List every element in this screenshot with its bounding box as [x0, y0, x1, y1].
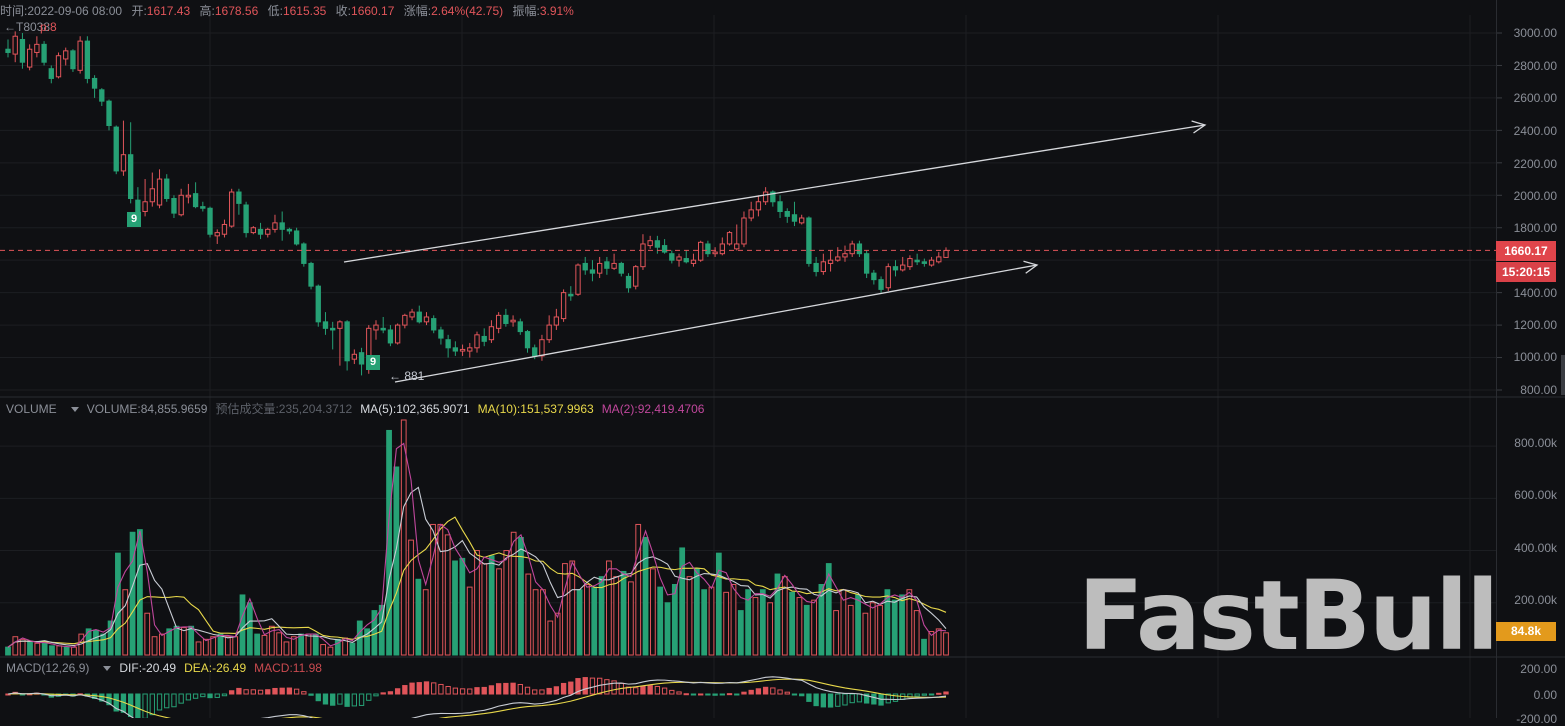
indicator-legend-red: p:8: [40, 20, 57, 34]
right-axis-divider: [1496, 0, 1497, 718]
fastbull-watermark-logo: FastBull: [1078, 560, 1499, 672]
td-sequential-badge: 9: [127, 212, 141, 227]
price-tick: 800.00: [1520, 383, 1557, 397]
overlay-indicator-legend[interactable]: ←T8038p:8: [4, 20, 57, 34]
price-tick: 2800.00: [1513, 59, 1557, 73]
ohlc-info-bar: 时间:2022-09-06 08:00 开:1617.43 高:1678.56 …: [0, 2, 580, 19]
volume-ma10: MA(10):151,537.9963: [477, 402, 594, 416]
macd-histogram-value: MACD:11.98: [254, 661, 322, 675]
volume-ma5: MA(5):102,365.9071: [360, 402, 470, 416]
change-field: 涨幅:2.64%(42.75): [403, 4, 504, 18]
low-price-marker: ← 881: [389, 369, 425, 383]
current-volume-tag: 84.8k: [1496, 622, 1556, 641]
macd-indicator-name[interactable]: MACD(12,26,9): [6, 661, 90, 675]
macd-tick: -200.00: [1516, 712, 1557, 726]
price-tick: 1800.00: [1513, 221, 1557, 235]
volume-tick: 400.00k: [1514, 541, 1557, 555]
price-tick: 1400.00: [1513, 286, 1557, 300]
close-field: 收:1660.17: [335, 4, 395, 18]
time-field: 时间:2022-09-06 08:00: [0, 4, 123, 18]
macd-dif: DIF:-20.49: [119, 661, 177, 675]
volume-ma2: MA(2):92,419.4706: [601, 402, 705, 416]
macd-legend: MACD(12,26,9) DIF:-20.49 DEA:-26.49 MACD:11…: [6, 661, 330, 675]
macd-tick: 0.00: [1533, 688, 1557, 702]
amplitude-field: 振幅:3.91%: [512, 4, 574, 18]
price-tick: 2400.00: [1513, 124, 1557, 138]
chevron-down-icon[interactable]: [103, 666, 112, 672]
price-tick: 2600.00: [1513, 91, 1557, 105]
macd-dea: DEA:-26.49: [184, 661, 247, 675]
price-tick: 2000.00: [1513, 189, 1557, 203]
price-tick: 2200.00: [1513, 157, 1557, 171]
macd-tick: 200.00: [1520, 662, 1557, 676]
volume-indicator-name[interactable]: VOLUME: [6, 402, 57, 416]
chevron-down-icon[interactable]: [70, 407, 79, 413]
volume-tick: 200.00k: [1514, 593, 1557, 607]
current-price-tag: 1660.17: [1496, 241, 1556, 261]
high-field: 高:1678.56: [199, 4, 259, 18]
indicator-legend-gray: ←T8038: [4, 20, 51, 34]
open-field: 开:1617.43: [131, 4, 191, 18]
volume-tick: 600.00k: [1514, 488, 1557, 502]
price-tick: 1200.00: [1513, 318, 1557, 332]
estimated-volume: 预估成交量:235,204.3712: [215, 402, 353, 416]
volume-tick: 800.00k: [1514, 436, 1557, 450]
low-field: 低:1615.35: [267, 4, 327, 18]
price-tick: 1000.00: [1513, 350, 1557, 364]
axis-scroll-handle[interactable]: [1561, 355, 1565, 395]
volume-value: VOLUME:84,855.9659: [86, 402, 208, 416]
candle-countdown-tag: 15:20:15: [1496, 262, 1556, 282]
price-tick: 3000.00: [1513, 26, 1557, 40]
volume-legend: VOLUME VOLUME:84,855.9659 预估成交量:235,204.37…: [6, 400, 712, 417]
td-sequential-badge: 9: [366, 355, 380, 370]
